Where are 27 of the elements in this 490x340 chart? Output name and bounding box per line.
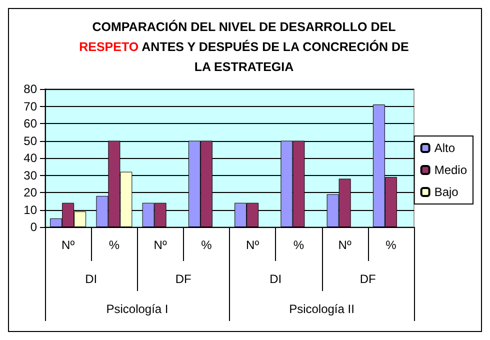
x-tick-label: % — [386, 238, 397, 252]
y-tick-label: 70 — [24, 99, 38, 114]
x-tick-label: % — [201, 238, 212, 252]
text: DF — [360, 272, 376, 286]
x-tick-label: Nº — [154, 238, 168, 252]
chart-title: COMPARACIÓN DEL NIVEL DE DESARROLLO DEL RESPETO ANTES Y DESPUÉS DE LA CONCRECIÓN DE LA ESTRATEGIA — [79, 20, 409, 74]
legend-label: Bajo — [434, 185, 459, 199]
y-tick-label: 40 — [24, 151, 38, 165]
y-tick-label: 10 — [24, 202, 38, 217]
y-tick-label: 20 — [24, 186, 38, 200]
y-tick-label: 30 — [24, 168, 38, 182]
y-tick-label: 60 — [24, 116, 38, 130]
x-tick-label: Nº — [62, 238, 76, 252]
y-tick-label: 80 — [24, 82, 38, 96]
legend-label: Medio — [434, 163, 468, 177]
y-tick-label: 0 — [30, 220, 38, 234]
text: DF — [175, 272, 192, 286]
x-tick-label: Nº — [246, 238, 260, 252]
legend-label: Alto — [434, 141, 456, 155]
text: Psicología I — [106, 302, 168, 316]
text: DI — [85, 272, 98, 286]
x-tick-label: % — [293, 238, 304, 252]
text: Psicología II — [289, 302, 354, 316]
text: DI — [270, 272, 282, 286]
x-tick-label: % — [108, 238, 120, 252]
x-tick-label: Nº — [338, 238, 352, 252]
y-tick-label: 50 — [24, 134, 38, 148]
